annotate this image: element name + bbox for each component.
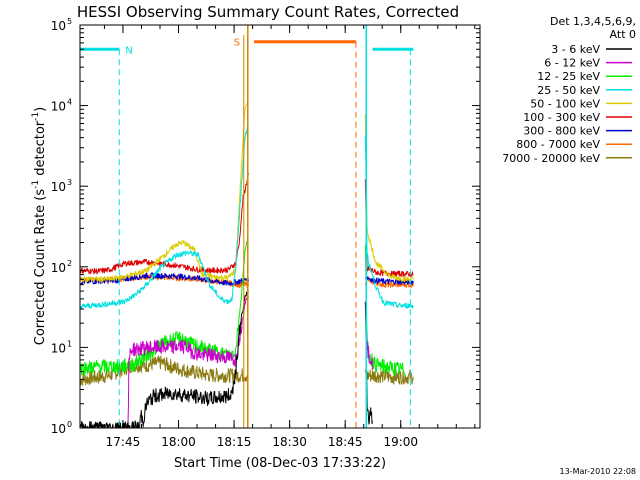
legend-entry-label-4: 50 - 100 keV: [530, 97, 600, 110]
y-tick-exponent-0: 0: [67, 420, 72, 429]
y-tick-label-0: 10: [51, 422, 66, 436]
x-axis-label: Start Time (08-Dec-03 17:33:22): [174, 456, 386, 471]
legend-title-line1: Det 1,3,4,5,6,9,: [550, 15, 636, 28]
date-stamp: 13-Mar-2010 22:08: [560, 467, 637, 476]
legend-title-line2: Att 0: [610, 28, 636, 41]
plot-area: NS: [80, 25, 414, 428]
legend-entry-label-5: 100 - 300 keV: [523, 111, 600, 124]
series-2-group: [80, 237, 406, 377]
legend-entry-label-7: 800 - 7000 keV: [516, 138, 600, 151]
y-axis-label-end: ): [33, 107, 48, 112]
y-axis-label: Corrected Count Rate (s-1 detector-1): [31, 107, 48, 345]
y-axis-label-sup: -1: [31, 180, 41, 189]
night-label: N: [125, 45, 132, 56]
legend-entry-label-1: 6 - 12 keV: [544, 57, 600, 70]
legend-entry-label-0: 3 - 6 keV: [551, 43, 600, 56]
series-3-line-1: [364, 134, 414, 309]
y-tick-label-3: 10: [51, 180, 66, 194]
y-tick-exponent-4: 4: [67, 98, 72, 107]
y-axis-label-main: Corrected Count Rate (s: [33, 189, 48, 346]
series-5-line-1: [364, 179, 414, 278]
x-tick-label-3: 18:30: [272, 435, 307, 449]
x-tick-label-2: 18:15: [217, 435, 252, 449]
legend-entry-label-2: 12 - 25 keV: [537, 70, 600, 83]
series-3-line-0: [80, 121, 249, 310]
y-tick-label-5: 10: [51, 19, 66, 33]
y-tick-exponent-5: 5: [67, 17, 72, 26]
series-3-group: [80, 121, 414, 310]
series-5-line-0: [80, 173, 249, 275]
x-axis-ticks: 17:45 18:00 18:15 18:30 18:45 19:00: [103, 25, 476, 449]
y-tick-label-4: 10: [51, 100, 66, 114]
y-tick-exponent-2: 2: [67, 259, 72, 268]
legend-entry-label-8: 7000 - 20000 keV: [502, 152, 600, 165]
legend-entry-label-3: 25 - 50 keV: [537, 84, 600, 97]
legend-entry-label-6: 300 - 800 keV: [523, 125, 600, 138]
series-2-line-1: [364, 244, 406, 377]
x-tick-label-1: 18:00: [161, 435, 196, 449]
y-tick-exponent-1: 1: [67, 339, 72, 348]
series-8-line-0: [80, 355, 249, 386]
x-tick-label-4: 18:45: [328, 435, 363, 449]
chart-title: HESSI Observing Summary Count Rates, Cor…: [77, 3, 459, 21]
plot-frame: [79, 24, 481, 429]
series-6-line-0: [80, 272, 249, 286]
y-axis-label-mid: detector: [33, 120, 48, 180]
y-tick-label-2: 10: [51, 261, 66, 275]
series-7-line-1: [364, 277, 414, 288]
series-0-line-0: [80, 290, 249, 428]
y-tick-exponent-3: 3: [67, 178, 72, 187]
series-4-line-1: [364, 114, 414, 283]
y-axis-label-sup2: -1: [31, 112, 41, 121]
saa-label: S: [234, 38, 240, 49]
y-tick-label-1: 10: [51, 341, 66, 355]
series-4-line-0: [80, 100, 249, 283]
x-tick-label-0: 17:45: [106, 435, 141, 449]
series-5-group: [80, 173, 414, 278]
series-4-group: [80, 100, 414, 283]
x-tick-label-5: 19:00: [383, 435, 418, 449]
series-1-line-0: [123, 296, 249, 428]
